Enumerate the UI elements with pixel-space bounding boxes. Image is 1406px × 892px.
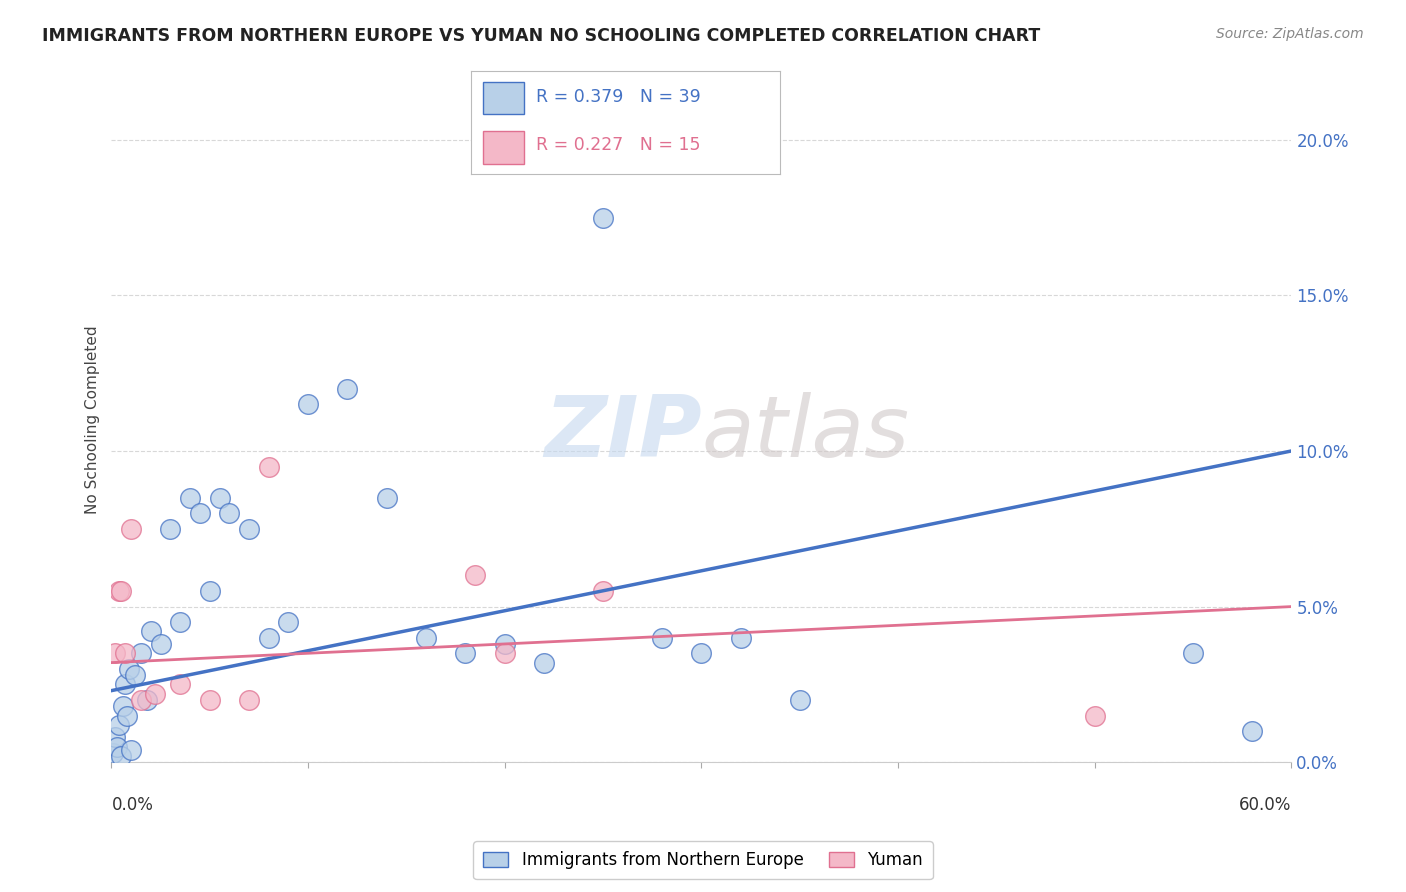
- Text: IMMIGRANTS FROM NORTHERN EUROPE VS YUMAN NO SCHOOLING COMPLETED CORRELATION CHAR: IMMIGRANTS FROM NORTHERN EUROPE VS YUMAN…: [42, 27, 1040, 45]
- Point: [169, 677, 191, 691]
- Point: [110, 749, 132, 764]
- Text: R = 0.379   N = 39: R = 0.379 N = 39: [536, 88, 700, 106]
- Point: [104, 646, 127, 660]
- Point: [592, 584, 614, 599]
- Point: [112, 699, 135, 714]
- Point: [730, 631, 752, 645]
- Point: [277, 615, 299, 629]
- Point: [169, 615, 191, 629]
- Text: atlas: atlas: [702, 392, 910, 475]
- Point: [135, 693, 157, 707]
- Point: [464, 568, 486, 582]
- Point: [415, 631, 437, 645]
- Point: [454, 646, 477, 660]
- Point: [139, 624, 162, 639]
- Text: R = 0.227   N = 15: R = 0.227 N = 15: [536, 136, 700, 154]
- Text: 60.0%: 60.0%: [1239, 797, 1292, 814]
- FancyBboxPatch shape: [484, 131, 523, 163]
- Point: [103, 746, 125, 760]
- Point: [208, 491, 231, 505]
- Point: [124, 668, 146, 682]
- Point: [104, 731, 127, 745]
- FancyBboxPatch shape: [484, 82, 523, 114]
- Point: [238, 693, 260, 707]
- Point: [1182, 646, 1205, 660]
- Point: [533, 656, 555, 670]
- Point: [108, 718, 131, 732]
- Point: [651, 631, 673, 645]
- Point: [238, 522, 260, 536]
- Point: [218, 506, 240, 520]
- Point: [143, 687, 166, 701]
- Text: Source: ZipAtlas.com: Source: ZipAtlas.com: [1216, 27, 1364, 41]
- Point: [120, 743, 142, 757]
- Point: [110, 584, 132, 599]
- Point: [120, 522, 142, 536]
- Point: [198, 584, 221, 599]
- Point: [179, 491, 201, 505]
- Point: [118, 662, 141, 676]
- Point: [1084, 708, 1107, 723]
- Point: [108, 584, 131, 599]
- Point: [129, 646, 152, 660]
- Point: [789, 693, 811, 707]
- Point: [1241, 724, 1264, 739]
- Point: [198, 693, 221, 707]
- Point: [257, 631, 280, 645]
- Point: [494, 637, 516, 651]
- Text: ZIP: ZIP: [544, 392, 702, 475]
- Point: [690, 646, 713, 660]
- Point: [494, 646, 516, 660]
- Point: [115, 708, 138, 723]
- Point: [149, 637, 172, 651]
- Point: [592, 211, 614, 225]
- Point: [105, 739, 128, 754]
- Point: [129, 693, 152, 707]
- Point: [336, 382, 359, 396]
- Y-axis label: No Schooling Completed: No Schooling Completed: [86, 326, 100, 514]
- Point: [159, 522, 181, 536]
- Point: [114, 646, 136, 660]
- Point: [114, 677, 136, 691]
- Point: [375, 491, 398, 505]
- Legend: Immigrants from Northern Europe, Yuman: Immigrants from Northern Europe, Yuman: [474, 841, 932, 880]
- Point: [297, 397, 319, 411]
- Text: 0.0%: 0.0%: [111, 797, 153, 814]
- Point: [257, 459, 280, 474]
- Point: [188, 506, 211, 520]
